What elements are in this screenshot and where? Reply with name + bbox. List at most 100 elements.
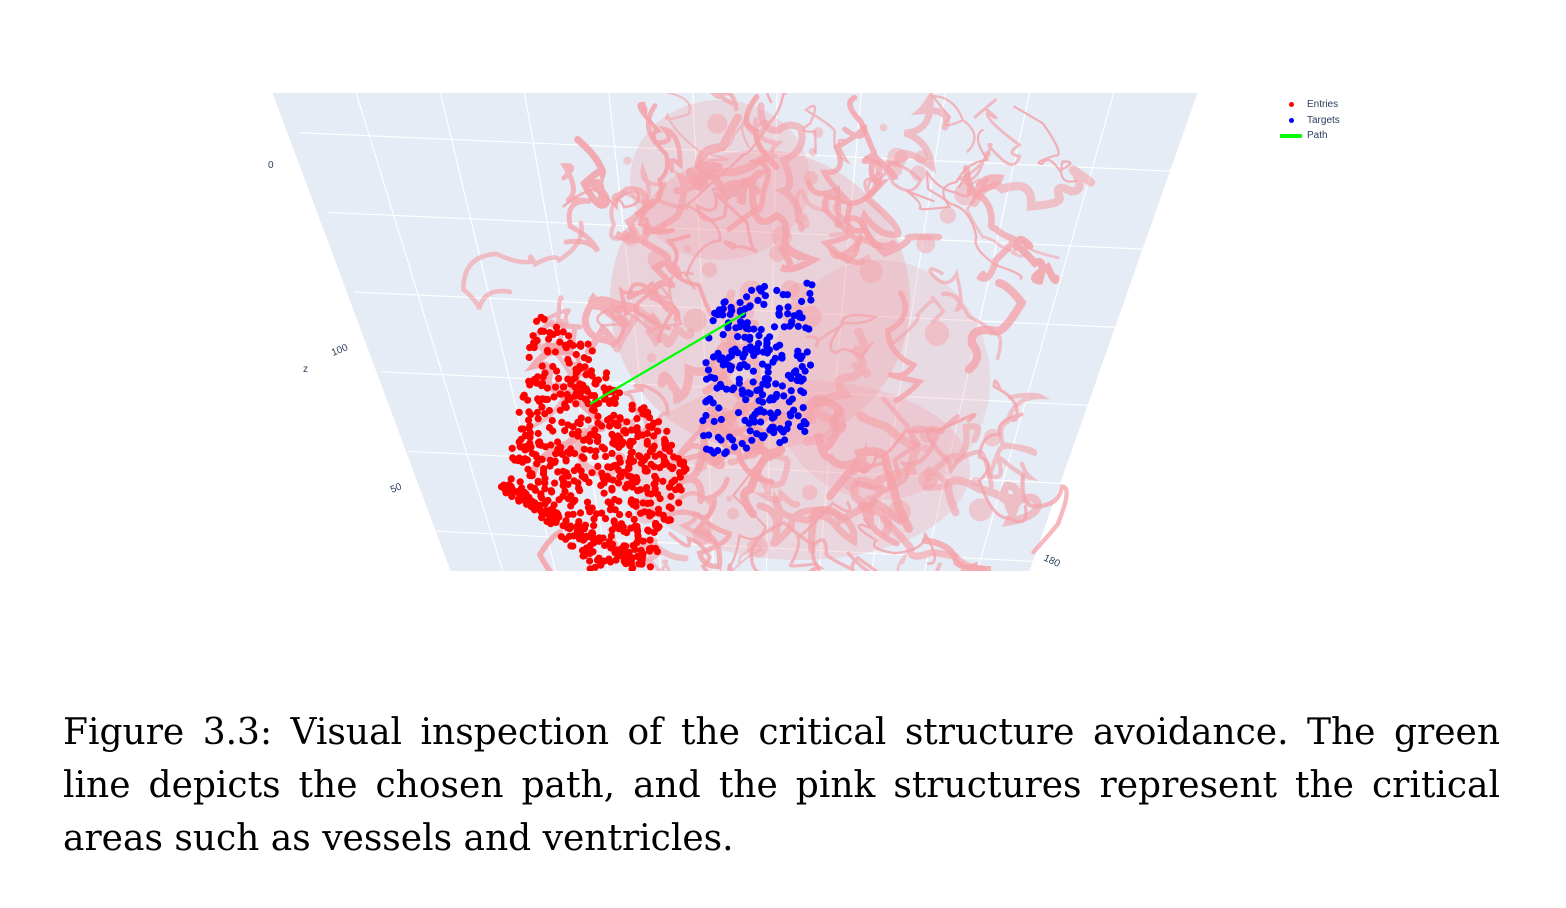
entry-point <box>515 408 523 416</box>
entry-point <box>559 328 567 336</box>
entry-point <box>676 473 685 481</box>
entry-point <box>526 422 534 430</box>
z-axis-label: z <box>303 364 308 375</box>
entry-point <box>598 422 606 430</box>
entry-point <box>572 400 580 408</box>
vessel <box>726 440 767 571</box>
entry-point <box>639 550 647 558</box>
target-point <box>799 404 807 412</box>
entry-point <box>564 480 572 488</box>
entry-point <box>551 383 560 391</box>
vessel <box>587 383 670 444</box>
vessel-node <box>812 127 824 138</box>
entry-point <box>502 489 510 497</box>
target-point <box>735 375 743 383</box>
entry-point <box>620 527 628 536</box>
target-point <box>786 410 794 418</box>
entry-point <box>666 516 674 524</box>
target-point <box>802 324 810 332</box>
target-point <box>778 382 787 390</box>
entry-point <box>497 483 506 491</box>
vessel-node <box>621 227 640 246</box>
entry-point <box>555 374 563 383</box>
targets-marker-icon <box>1278 115 1304 125</box>
target-point <box>798 297 806 306</box>
entry-point <box>646 563 655 571</box>
entry-point <box>525 408 533 416</box>
entry-point <box>519 425 527 433</box>
entry-point <box>586 557 594 565</box>
entry-point <box>516 478 524 486</box>
entry-point <box>577 393 585 401</box>
entry-point <box>591 563 599 571</box>
target-point <box>757 325 765 334</box>
target-point <box>746 427 754 435</box>
vessel-node <box>888 500 911 523</box>
entry-point <box>590 406 598 415</box>
entry-point <box>592 447 600 455</box>
target-point <box>776 439 784 447</box>
target-point <box>699 417 707 425</box>
entry-point <box>654 427 662 435</box>
entry-point <box>516 442 524 450</box>
vessel-node <box>694 458 708 472</box>
legend-item-entries[interactable]: Entries <box>1278 97 1368 113</box>
entry-point <box>586 549 594 558</box>
entry-point <box>628 426 636 434</box>
entry-point <box>569 542 577 550</box>
vessel-node <box>910 165 927 182</box>
target-point <box>736 299 744 307</box>
entry-point <box>610 411 618 419</box>
figure: 0 100 z 50 180 Entries Targets Path <box>268 93 1368 571</box>
legend-item-targets[interactable]: Targets <box>1278 113 1368 129</box>
vessel-node <box>756 155 767 166</box>
legend-item-path[interactable]: Path <box>1278 128 1368 144</box>
target-point <box>745 325 753 333</box>
target-point <box>702 445 711 453</box>
entry-point <box>643 437 651 445</box>
vessel <box>970 165 1096 211</box>
vessel-node <box>647 249 667 269</box>
entry-point <box>576 420 584 428</box>
entry-point <box>588 469 596 477</box>
target-point <box>773 390 781 398</box>
entry-point <box>628 554 636 562</box>
entry-point <box>668 465 676 473</box>
entry-point <box>650 528 658 537</box>
target-point <box>801 427 809 436</box>
target-point <box>724 324 732 332</box>
vessel-node <box>842 476 858 491</box>
target-point <box>806 289 814 298</box>
entry-point <box>677 486 685 494</box>
entry-point <box>607 532 616 540</box>
legend[interactable]: Entries Targets Path <box>1278 97 1368 144</box>
entry-point <box>656 495 664 503</box>
target-point <box>807 296 815 304</box>
entry-point <box>568 376 576 384</box>
entry-point <box>567 445 575 453</box>
target-point <box>705 431 713 439</box>
target-point <box>806 361 815 369</box>
entry-point <box>534 415 542 423</box>
entry-point <box>646 536 654 544</box>
entries-series <box>497 313 690 571</box>
entry-point <box>538 382 546 390</box>
entry-point <box>613 434 622 442</box>
vessel-node <box>983 429 1002 447</box>
target-point <box>704 366 713 374</box>
entry-point <box>647 490 655 498</box>
vessel <box>609 161 689 241</box>
entry-point <box>597 481 605 489</box>
entry-point <box>586 437 594 445</box>
target-point <box>717 436 725 444</box>
entry-point <box>656 450 664 458</box>
entry-point <box>554 438 562 446</box>
vessel <box>808 540 825 571</box>
entry-point <box>564 511 572 519</box>
entry-point <box>543 384 552 392</box>
target-point <box>778 354 786 362</box>
entry-point <box>590 515 598 523</box>
vessel-node <box>769 245 787 262</box>
target-point <box>769 425 778 433</box>
target-point <box>796 423 805 431</box>
